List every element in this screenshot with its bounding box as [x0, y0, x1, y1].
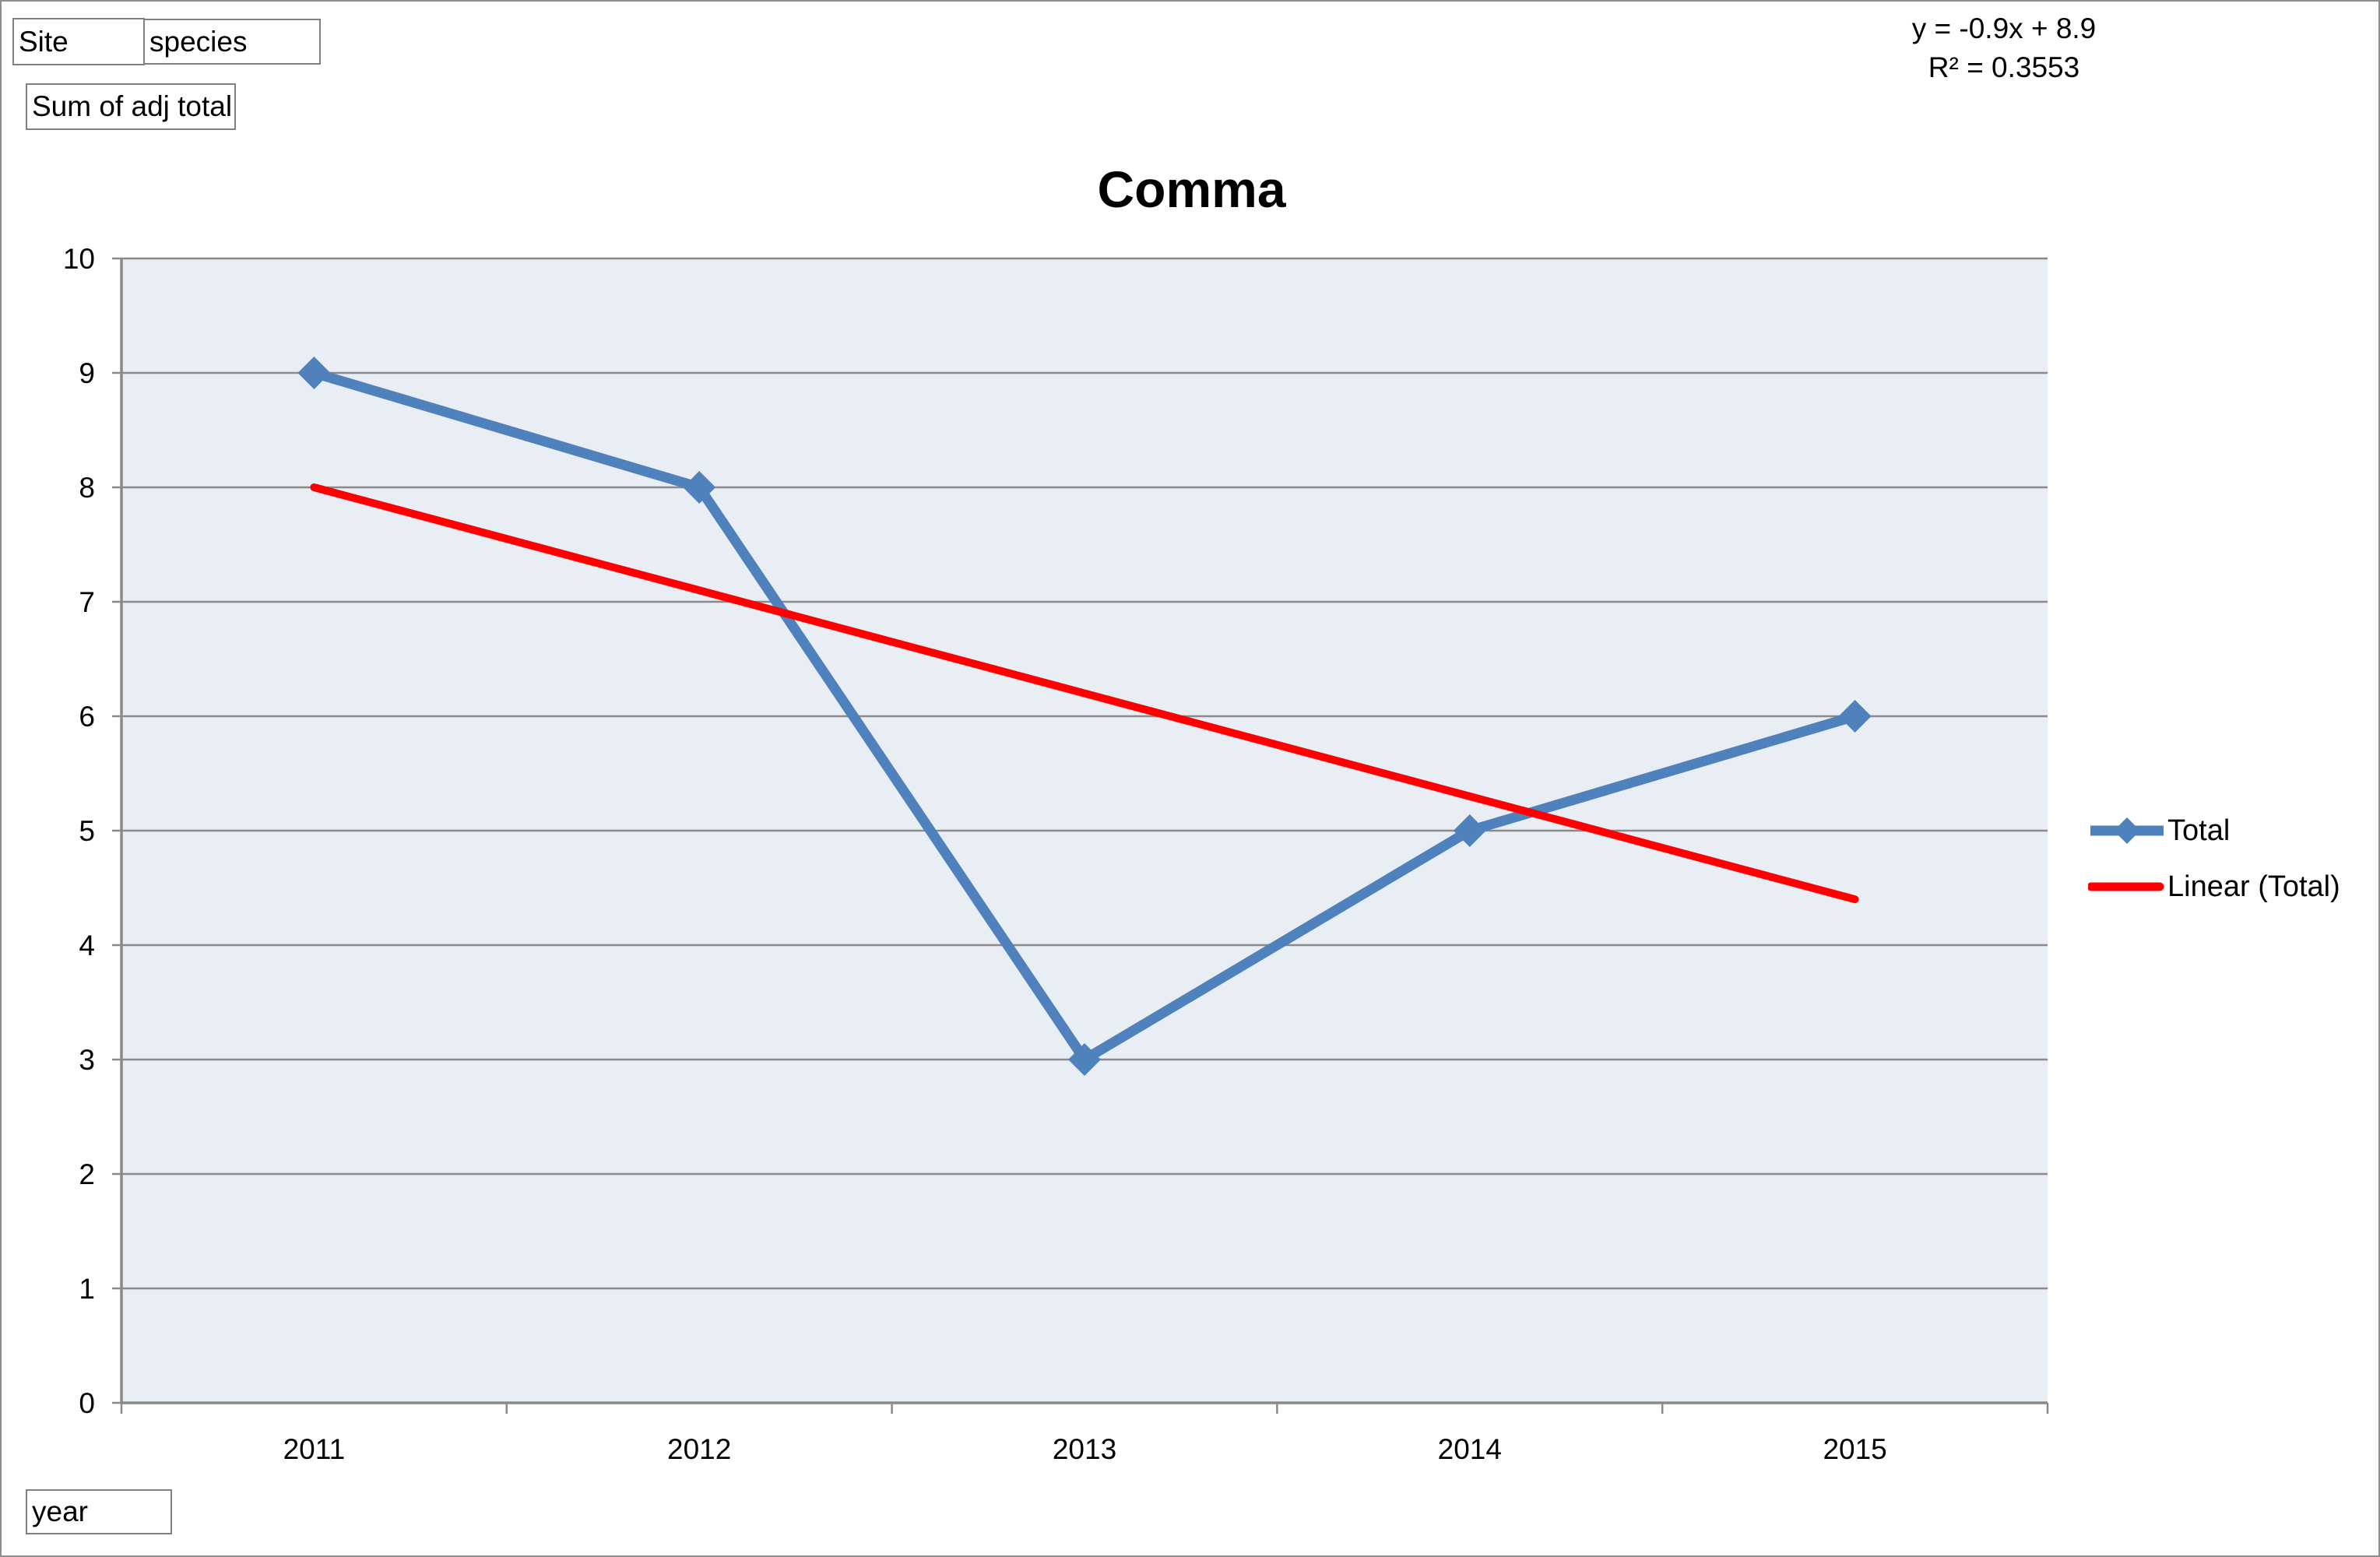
y-axis-label-3: 3: [79, 1044, 95, 1076]
pivot-field-button-species-label: species: [149, 25, 248, 58]
data-point-2013: [1068, 1043, 1101, 1076]
data-point-2011: [297, 357, 331, 389]
pivot-field-button-axis-label: year: [32, 1495, 88, 1527]
y-axis-label-8: 8: [79, 472, 95, 504]
legend-swatch-total: [2090, 817, 2164, 844]
pivot-field-button-value[interactable]: Sum of adj total: [26, 83, 236, 130]
x-axis-label-2014: 2014: [1438, 1433, 1502, 1465]
y-axis-label-5: 5: [79, 815, 95, 847]
x-axis-label-2011: 2011: [283, 1433, 346, 1465]
x-axis-label-2012: 2012: [667, 1433, 731, 1465]
trendline-equation: y = -0.9x + 8.9: [1911, 12, 2097, 44]
legend-item-total: Total: [2088, 813, 2340, 849]
data-point-2014: [1453, 814, 1486, 847]
chart-title: Comma: [1097, 160, 1286, 218]
y-axis-label-0: 0: [79, 1387, 95, 1419]
pivot-field-button-species[interactable]: species: [143, 19, 321, 65]
trendline-linear-total: [310, 483, 1859, 904]
legend-swatch-linear-total: [2088, 882, 2164, 891]
pivot-field-button-site[interactable]: Site: [12, 18, 145, 65]
pivot-field-button-axis[interactable]: year: [26, 1489, 172, 1534]
y-axis-label-6: 6: [79, 701, 95, 733]
legend-diamond-marker-total: [2114, 817, 2140, 844]
legend-label-total: Total: [2167, 814, 2231, 847]
legend-label-linear-total: Linear (Total): [2167, 870, 2340, 903]
y-axis-label-2: 2: [79, 1158, 95, 1190]
data-point-2012: [683, 471, 716, 504]
y-axis-label-4: 4: [79, 930, 95, 961]
chart-legend: Total Linear (Total): [2088, 813, 2340, 905]
pivot-field-button-site-label: Site: [19, 25, 69, 58]
x-axis-label-2013: 2013: [1053, 1433, 1116, 1465]
trendline-equation-block: y = -0.9x + 8.9 R² = 0.3553: [1862, 9, 2146, 87]
pivot-field-button-value-label: Sum of adj total: [32, 90, 233, 122]
trendline-r-squared: R² = 0.3553: [1928, 51, 2080, 83]
y-axis-label-10: 10: [63, 243, 95, 275]
y-axis-label-9: 9: [79, 357, 95, 389]
y-axis-label-1: 1: [79, 1273, 95, 1305]
y-axis-label-7: 7: [79, 586, 95, 618]
legend-item-linear-total: Linear (Total): [2088, 869, 2340, 905]
data-point-2015: [1838, 700, 1872, 733]
x-axis-label-2015: 2015: [1823, 1433, 1886, 1465]
